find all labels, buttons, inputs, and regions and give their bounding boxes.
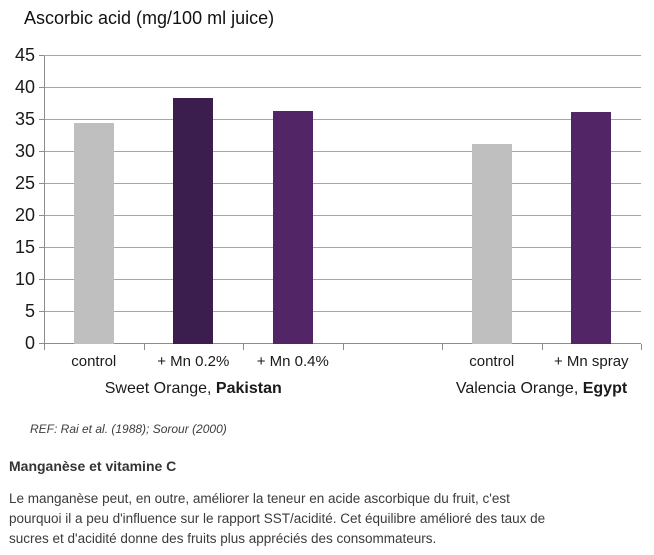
bar — [173, 97, 214, 344]
bar — [571, 111, 612, 344]
y-axis-label: 10 — [14, 269, 35, 289]
gridline — [44, 311, 641, 312]
y-axis-tick — [39, 119, 44, 120]
group-label-prefix: Valencia Orange, — [455, 380, 583, 397]
gridline — [44, 279, 641, 280]
y-axis-tick — [39, 247, 44, 248]
gridline — [44, 87, 641, 88]
x-category-label: + Mn 0.2% — [157, 353, 230, 370]
y-axis-tick — [39, 183, 44, 184]
y-axis-label: 15 — [14, 237, 35, 257]
x-axis-tick — [342, 344, 344, 350]
reference-note: REF: Rai et al. (1988); Sorour (2000) — [30, 422, 227, 436]
chart-title: Ascorbic acid (mg/100 ml juice) — [24, 8, 275, 28]
group-label-bold: Egypt — [582, 380, 628, 397]
y-axis-label: 20 — [14, 205, 35, 225]
y-axis-label: 40 — [14, 77, 35, 97]
x-axis-tick — [143, 344, 145, 350]
x-axis-tick — [641, 344, 642, 350]
y-axis-label: 35 — [14, 109, 35, 129]
gridline — [44, 215, 641, 216]
gridline — [44, 55, 641, 56]
y-axis-tick — [39, 87, 44, 88]
x-category-label: control — [469, 353, 515, 370]
y-axis-tick — [39, 55, 44, 56]
bar — [272, 111, 313, 344]
x-category-label: + Mn 0.4% — [256, 353, 329, 370]
ascorbic-acid-chart: Ascorbic acid (mg/100 ml juice) 0 5 10 15 20… — [14, 8, 642, 398]
y-axis-label: 30 — [14, 141, 35, 161]
gridline — [44, 119, 641, 120]
bar — [471, 144, 512, 344]
x-category-label: control — [71, 353, 117, 370]
y-axis-tick — [39, 311, 44, 312]
gridline — [44, 247, 641, 248]
section-heading: Manganèse et vitamine C — [9, 458, 177, 474]
section-paragraph: Le manganèse peut, en outre, améliorer l… — [9, 489, 545, 549]
y-axis-label: 25 — [14, 173, 35, 193]
y-axis-tick — [39, 215, 44, 216]
y-axis-line — [44, 56, 45, 344]
gridline — [44, 151, 641, 152]
x-axis-tick — [243, 344, 244, 350]
group-label-bold: Pakistan — [215, 380, 282, 397]
y-axis-tick — [39, 343, 44, 344]
y-axis-tick — [39, 279, 44, 280]
paragraph-line: Le manganèse peut, en outre, améliorer l… — [9, 491, 510, 506]
y-axis-label: 0 — [24, 333, 35, 353]
group-label: Valencia Orange, Egypt — [456, 380, 627, 398]
y-axis-label: 45 — [14, 45, 35, 65]
bar — [73, 123, 114, 344]
group-label: Sweet Orange, Pakistan — [105, 380, 282, 398]
paragraph-line: sucres et d'acidité donne des fruits plu… — [9, 531, 437, 546]
x-axis-tick — [44, 344, 45, 350]
plot-area: 0 5 10 15 20 25 30 35 40 45 control + Mn 0.2% + Mn 0… — [14, 45, 642, 398]
gridline — [44, 183, 641, 184]
x-axis-tick — [442, 344, 443, 350]
x-category-label: + Mn spray — [553, 353, 629, 370]
x-axis-tick — [541, 344, 543, 350]
paragraph-line: pourquoi il a peu d'influence sur le rap… — [9, 511, 546, 526]
y-axis-label: 5 — [24, 301, 35, 321]
y-axis-tick — [39, 151, 44, 152]
x-axis-line — [44, 343, 641, 344]
group-label-prefix: Sweet Orange, — [104, 380, 216, 397]
